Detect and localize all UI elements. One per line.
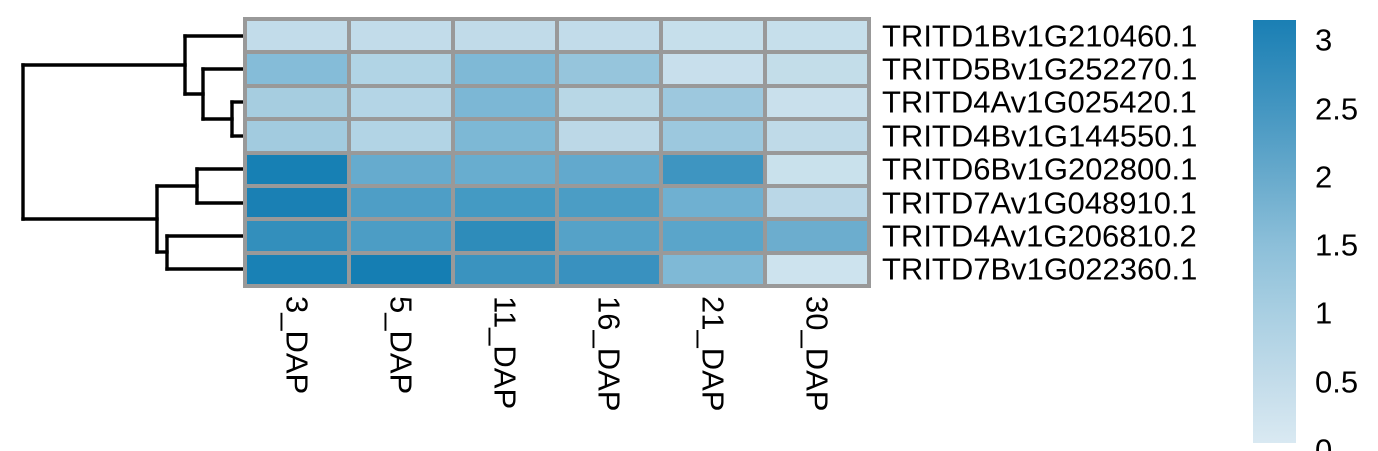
heatmap-cell [559,187,659,218]
row-label: TRITD4Bv1G144550.1 [882,118,1198,154]
heatmap-cell [247,121,347,151]
heatmap-cell [247,154,347,184]
heatmap-cell [351,187,451,218]
heatmap-cell [247,87,347,118]
heatmap-cell [455,21,555,51]
heatmap-cell [455,254,555,284]
heatmap-cell [351,221,451,251]
row-label: TRITD5Bv1G252270.1 [882,51,1198,87]
colorbar-tick: 0.5 [1315,364,1359,400]
heatmap-cell [455,87,555,118]
heatmap-cell [247,21,347,51]
heatmap-cell [767,187,867,218]
row-label: TRITD4Av1G206810.2 [882,218,1197,254]
colorbar-tick: 3 [1315,22,1333,58]
column-label: 5_DAP [383,296,419,395]
heatmap-cell [351,87,451,118]
heatmap-cell [559,121,659,151]
colorbar-gradient [1253,20,1296,443]
heatmap-cell [663,221,763,251]
heatmap-cell [351,121,451,151]
heatmap-grid [243,17,871,288]
heatmap-cell [351,254,451,284]
heatmap-cell [455,154,555,184]
heatmap-cell [663,21,763,51]
row-label: TRITD7Av1G048910.1 [882,185,1197,221]
heatmap-cell [247,54,347,84]
heatmap-cell [767,254,867,284]
heatmap-cell [351,54,451,84]
heatmap-cell [455,221,555,251]
heatmap-cell [559,221,659,251]
heatmap-cell [559,87,659,118]
heatmap-cell [559,21,659,51]
colorbar-tick: 2.5 [1315,91,1359,127]
heatmap-cell [455,121,555,151]
heatmap-cell [663,154,763,184]
heatmap-cell [455,187,555,218]
colorbar-tick: 1.5 [1315,227,1359,263]
heatmap-cell [663,121,763,151]
heatmap-cell [767,121,867,151]
row-label: TRITD4Av1G025420.1 [882,84,1197,120]
column-label: 3_DAP [279,296,315,395]
heatmap-cell [247,221,347,251]
column-label: 21_DAP [695,296,731,412]
heatmap-cell [559,54,659,84]
heatmap-cell [559,254,659,284]
heatmap-cell [767,54,867,84]
column-label: 30_DAP [799,296,835,412]
heatmap-cell [351,21,451,51]
heatmap-cell [767,87,867,118]
heatmap-cell [247,254,347,284]
colorbar-tick: 1 [1315,295,1333,331]
heatmap-cell [559,154,659,184]
heatmap-cell [663,87,763,118]
heatmap-cell [663,254,763,284]
heatmap-cell [663,54,763,84]
heatmap-cell [455,54,555,84]
row-label: TRITD1Bv1G210460.1 [882,18,1198,54]
colorbar-tick: 0 [1315,432,1333,451]
row-label: TRITD7Bv1G022360.1 [882,251,1198,287]
heatmap-cell [767,21,867,51]
heatmap-cell [351,154,451,184]
column-label: 16_DAP [591,296,627,412]
column-label: 11_DAP [487,296,523,410]
row-label: TRITD6Bv1G202800.1 [882,151,1198,187]
heatmap-cell [767,154,867,184]
heatmap-cell [767,221,867,251]
heatmap-cell [247,187,347,218]
colorbar-tick: 2 [1315,159,1333,195]
heatmap-cell [663,187,763,218]
